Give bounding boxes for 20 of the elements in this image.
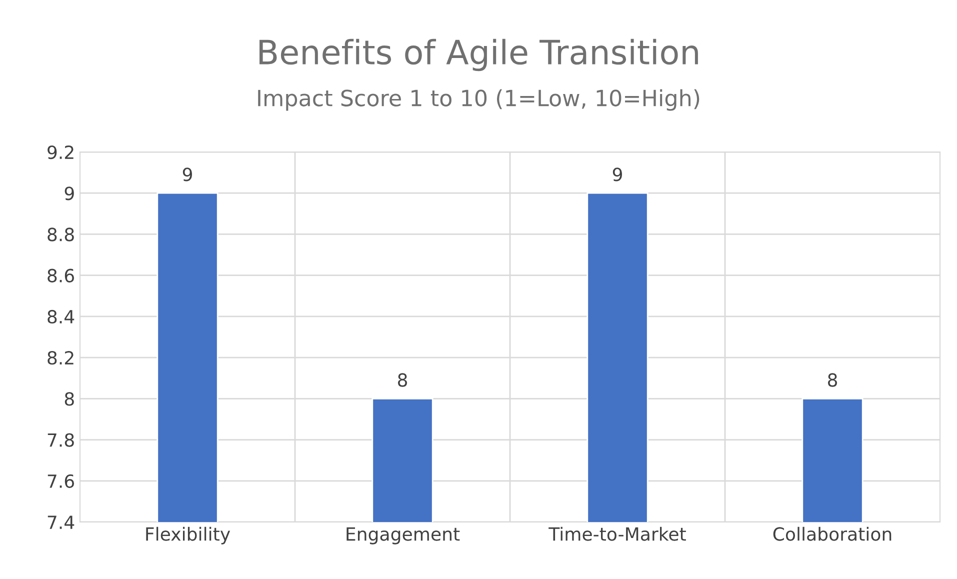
- y-tick-label: 8.6: [48, 268, 74, 282]
- y-tick-label: 8.4: [48, 310, 74, 324]
- y-tick-label: 7.4: [48, 516, 74, 529]
- y-tick-label: 7.8: [48, 433, 74, 447]
- data-label: 9: [182, 168, 192, 182]
- data-label: 8: [398, 373, 408, 387]
- data-label: 8: [828, 373, 838, 387]
- y-tick-label: 9.2: [48, 145, 74, 160]
- x-tick-label: Time-to-Market: [548, 526, 686, 541]
- x-tick-label: Flexibility: [146, 526, 230, 544]
- data-label: 9: [612, 168, 622, 182]
- x-tick-label: Engagement: [346, 527, 460, 544]
- y-tick-label: 7.6: [48, 474, 74, 488]
- chart-title: Benefits of Agile Transition: [260, 38, 698, 72]
- chart-subtitle: Impact Score 1 to 10 (1=Low, 10=High): [258, 89, 700, 111]
- y-tick-label: 8.8: [48, 228, 74, 242]
- y-tick-label: 9: [64, 186, 74, 200]
- x-tick-label: Collaboration: [773, 526, 892, 541]
- y-tick-label: 8.2: [48, 351, 74, 365]
- y-tick-label: 8: [64, 392, 74, 406]
